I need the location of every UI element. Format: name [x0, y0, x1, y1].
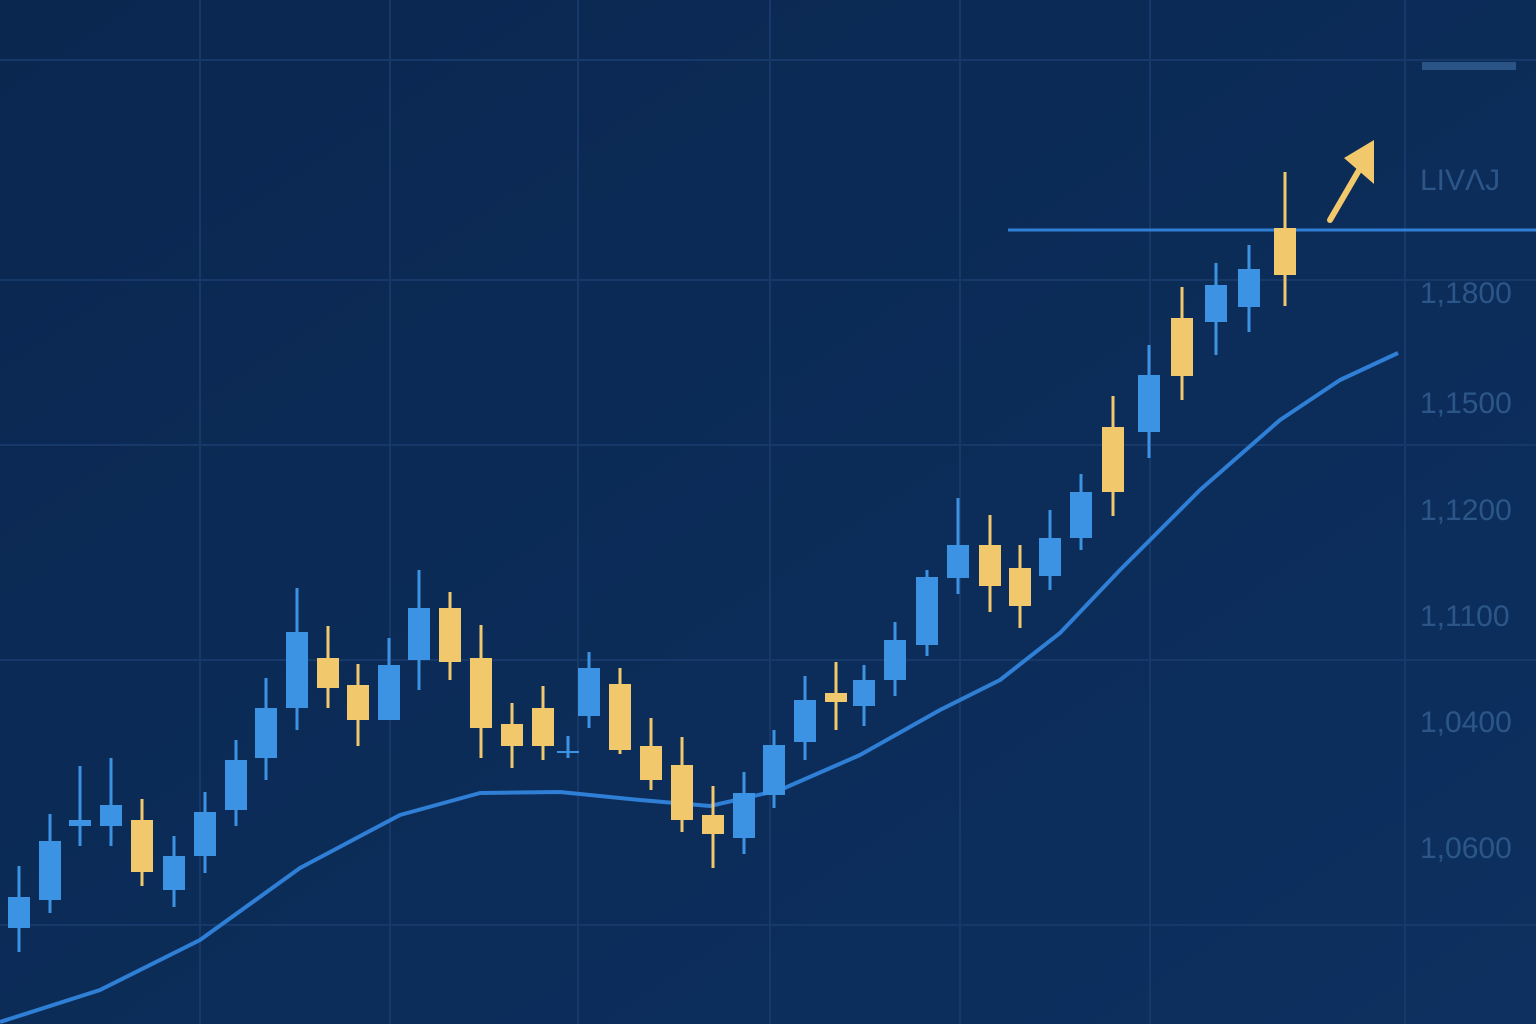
candle-body — [255, 708, 277, 758]
trend-arrow — [1327, 162, 1365, 223]
candle-body — [439, 608, 461, 662]
axis-label: 1,1500 — [1420, 387, 1512, 420]
candle-body — [1102, 427, 1124, 492]
candle-body — [1039, 538, 1061, 576]
candle-body — [163, 856, 185, 890]
candle-body — [1171, 318, 1193, 376]
candle-body — [225, 760, 247, 810]
candle-body — [8, 897, 30, 928]
candle-body — [470, 658, 492, 728]
candle-body — [1070, 492, 1092, 538]
candle-body — [347, 685, 369, 720]
candle-body — [916, 577, 938, 645]
axis-label: 1,1800 — [1420, 277, 1512, 310]
candle-body — [609, 684, 631, 750]
candle-body — [378, 665, 400, 720]
candle-body — [1274, 228, 1296, 275]
candle-body — [794, 700, 816, 742]
axis-label: 1,0600 — [1420, 832, 1512, 865]
candle-body — [702, 815, 724, 834]
candle-body — [1138, 375, 1160, 432]
candle-body — [39, 841, 61, 900]
candle-body — [671, 765, 693, 820]
candle-body — [408, 608, 430, 660]
candle-body — [1238, 269, 1260, 307]
badge: LIVΛJ — [1420, 164, 1500, 197]
candle-body — [1009, 568, 1031, 606]
candle-body — [763, 745, 785, 795]
candle-body — [557, 751, 579, 753]
decor-bar — [1422, 62, 1516, 70]
candle-body — [532, 708, 554, 746]
candle-body — [733, 793, 755, 838]
candle-body — [100, 805, 122, 826]
candle-body — [578, 668, 600, 716]
candle-body — [853, 680, 875, 706]
candle-body — [286, 632, 308, 708]
candle-body — [884, 640, 906, 680]
candle-body — [947, 545, 969, 578]
candle-body — [1205, 285, 1227, 322]
axis-label: 1,1200 — [1420, 494, 1512, 527]
candle-body — [131, 820, 153, 872]
axis-label: 1,1100 — [1420, 600, 1510, 633]
candle-body — [979, 545, 1001, 586]
candle-body — [825, 693, 847, 702]
candle-body — [317, 658, 339, 688]
axis-label: 1,0400 — [1420, 706, 1512, 739]
candle-body — [194, 812, 216, 856]
candle-body — [640, 746, 662, 780]
candle-body — [501, 724, 523, 746]
candle-body — [69, 820, 91, 826]
trend-arrow-head — [1344, 140, 1374, 184]
